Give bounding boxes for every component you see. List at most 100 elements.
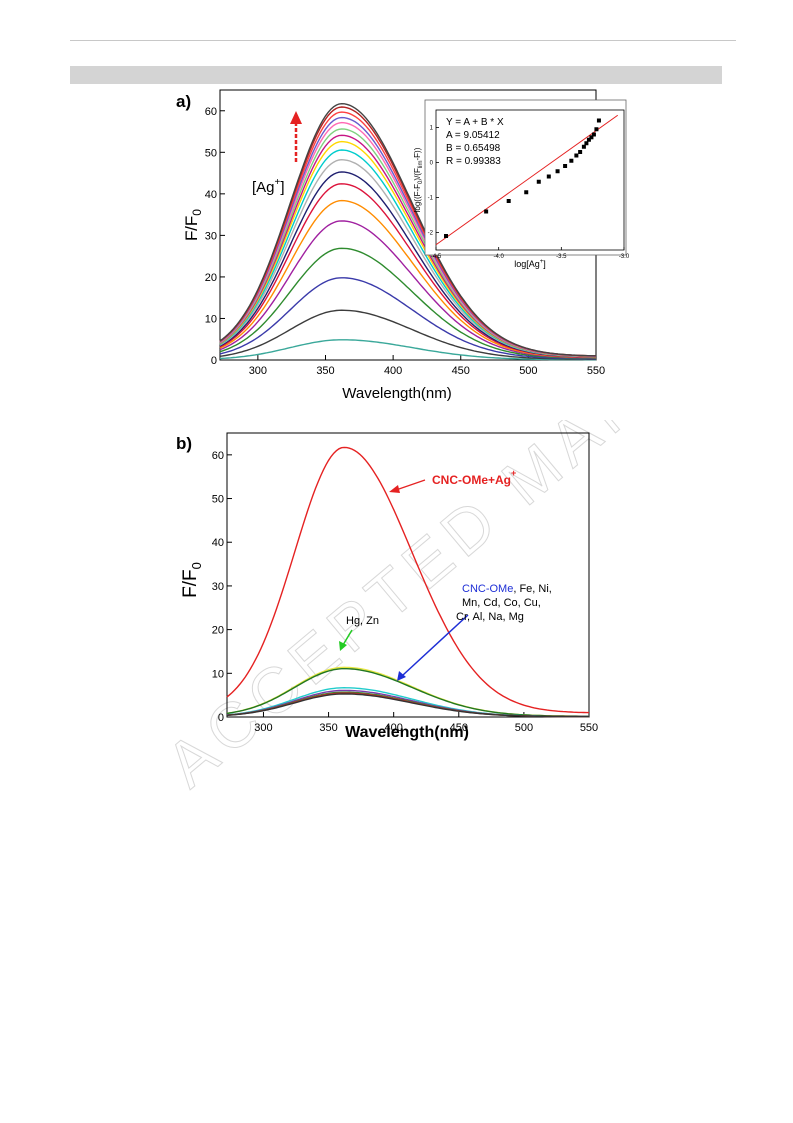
inset-data-point xyxy=(569,158,574,163)
spectrum-series-4 xyxy=(219,247,596,359)
inset-data-point xyxy=(444,234,449,238)
fit-param-r: R = 0.99383 xyxy=(446,156,501,167)
fit-param-b: B = 0.65498 xyxy=(446,143,501,154)
x-tick-label: 550 xyxy=(587,365,605,377)
x-tick-label: 450 xyxy=(450,722,468,734)
inset-x-axis-label: log[Ag+] xyxy=(514,259,546,269)
panel-b-curves xyxy=(226,446,589,718)
y-tick-label: 30 xyxy=(212,581,224,593)
header-rule xyxy=(70,40,736,41)
x-tick-label: 400 xyxy=(384,722,402,734)
x-tick-label: 500 xyxy=(515,722,533,734)
y-tick-label: 10 xyxy=(212,668,224,680)
panel-a-y-axis-label: F'/F0 xyxy=(182,209,204,241)
panel-a-x-axis-label: Wavelength(nm) xyxy=(342,385,451,402)
inset-data-point xyxy=(546,174,551,179)
inset-frame xyxy=(435,109,625,251)
spectrum-series-8 xyxy=(226,693,589,718)
other-metals-arrow xyxy=(397,614,469,681)
panel-a-y-ticks: 0 10 20 30 40 50 60 xyxy=(205,106,225,367)
panel-a-ag-annotation: [Ag+] xyxy=(252,177,285,196)
inset-data-point xyxy=(589,135,594,140)
other-metals-label-line-1: CNC-OMe, Fe, Ni, xyxy=(462,583,552,595)
y-tick-label: 40 xyxy=(212,537,224,549)
inset-data-point xyxy=(591,132,596,137)
y-tick-label: 60 xyxy=(212,450,224,462)
inset-data-point xyxy=(574,153,579,158)
inset-points xyxy=(444,118,601,238)
inset-data-point xyxy=(584,141,589,146)
inset-x-tick-label: -3.5 xyxy=(556,254,567,260)
panel-b-chart: b) 0 10 20 30 40 50 60 300 350 400 450 500 550 F'/F… xyxy=(176,432,598,741)
panel-b-frame xyxy=(226,432,590,718)
panel-b-x-ticks: 300 350 400 450 500 550 xyxy=(254,712,598,734)
panel-b-y-axis-label: F'/F0 xyxy=(180,562,204,598)
inset-y-axis-label: log((F-F0)/(Flim-F)) xyxy=(413,147,424,212)
y-tick-label: 0 xyxy=(211,355,217,367)
header-band xyxy=(70,66,722,84)
y-tick-label: 0 xyxy=(218,712,224,724)
other-metals-label-line-3: Cr, Al, Na, Mg xyxy=(456,611,524,623)
inset-data-point xyxy=(484,209,489,214)
x-tick-label: 350 xyxy=(319,722,337,734)
y-tick-label: 50 xyxy=(212,494,224,506)
panel-b-y-ticks: 0 10 20 30 40 50 60 xyxy=(212,450,232,724)
inset-fit-parameters: Y = A + B * X A = 9.05412 B = 0.65498 R … xyxy=(446,117,504,167)
inset-fit-line xyxy=(435,114,619,246)
ag-complex-label: CNC-OMe+Ag+ xyxy=(432,468,516,487)
panel-b-x-axis-label: Wavelength(nm) xyxy=(345,724,469,741)
y-tick-label: 20 xyxy=(205,272,217,284)
spectrum-series-18 xyxy=(219,102,596,357)
ag-increase-arrow xyxy=(290,111,302,162)
y-tick-label: 20 xyxy=(212,625,224,637)
inset-y-tick-label: 0 xyxy=(430,161,434,167)
spectrum-series-2 xyxy=(226,666,589,717)
x-tick-label: 400 xyxy=(384,365,402,377)
x-tick-label: 500 xyxy=(519,365,537,377)
inset-data-point xyxy=(586,137,591,142)
inset-x-tick-label: -4.0 xyxy=(493,254,504,260)
inset-data-point xyxy=(555,169,560,174)
ag-label-arrow xyxy=(389,479,426,493)
spectrum-series-1 xyxy=(219,339,596,361)
inset-x-tick-label: -4.5 xyxy=(431,254,442,260)
x-tick-label: 450 xyxy=(452,365,470,377)
inset-x-tick-label: -3.0 xyxy=(619,254,630,260)
inset-data-point xyxy=(581,144,586,149)
inset-data-point xyxy=(536,179,541,184)
inset-data-point xyxy=(578,150,583,154)
x-tick-label: 300 xyxy=(254,722,272,734)
y-tick-label: 30 xyxy=(205,230,217,242)
fit-param-a: A = 9.05412 xyxy=(446,130,500,141)
spectrum-series-1 xyxy=(226,446,589,714)
other-metals-label-line-2: Mn, Cd, Co, Cu, xyxy=(462,597,541,609)
fit-equation: Y = A + B * X xyxy=(446,117,504,128)
hg-zn-label: Hg, Zn xyxy=(346,615,379,627)
inset-data-point xyxy=(563,164,568,168)
spectrum-series-5 xyxy=(219,220,596,359)
inset-data-point xyxy=(506,199,511,203)
inset-y-tick-label: -1 xyxy=(428,196,434,202)
panel-b-label: b) xyxy=(176,434,192,453)
y-tick-label: 40 xyxy=(205,189,217,201)
hg-zn-arrow xyxy=(339,629,353,651)
y-tick-label: 10 xyxy=(205,313,217,325)
x-tick-label: 300 xyxy=(249,365,267,377)
y-tick-label: 50 xyxy=(205,147,217,159)
inset-data-point xyxy=(594,127,599,132)
inset-y-tick-label: 1 xyxy=(430,126,434,132)
x-tick-label: 550 xyxy=(580,722,598,734)
y-tick-label: 60 xyxy=(205,106,217,118)
spectrum-series-3 xyxy=(219,277,596,360)
panel-a-label: a) xyxy=(176,92,191,111)
panel-a-x-ticks: 300 350 400 450 500 550 xyxy=(249,355,605,377)
panel-a-curves xyxy=(219,102,597,361)
x-tick-label: 350 xyxy=(316,365,334,377)
spectrum-series-3 xyxy=(226,668,589,717)
inset-ticks: -4.5 -4.0 -3.5 -3.0 -2 -1 0 1 xyxy=(428,126,630,261)
spectrum-series-2 xyxy=(219,309,596,360)
inset-data-point xyxy=(524,190,529,195)
inset-y-tick-label: -2 xyxy=(428,231,434,237)
inset-data-point xyxy=(596,118,601,123)
